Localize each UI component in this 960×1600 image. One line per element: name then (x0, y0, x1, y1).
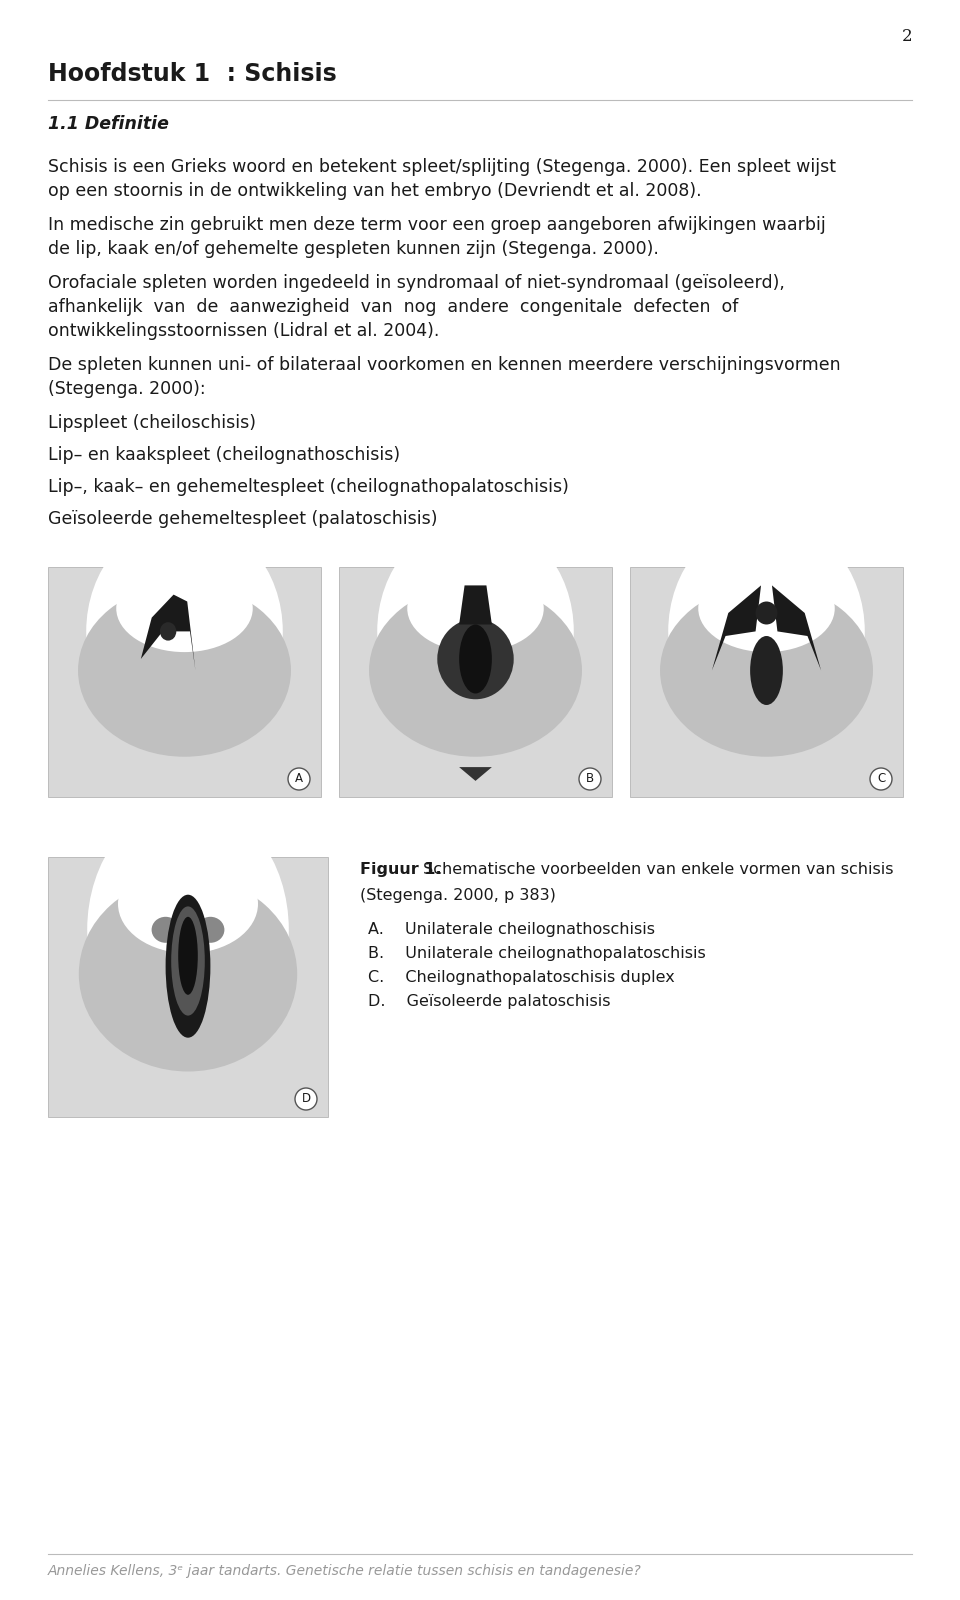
Bar (48, 858, 328, 1117)
Ellipse shape (437, 619, 514, 699)
Text: Schematische voorbeelden van enkele vormen van schisis: Schematische voorbeelden van enkele vorm… (418, 862, 894, 877)
Ellipse shape (660, 584, 873, 757)
Text: Orofaciale spleten worden ingedeeld in syndromaal of niet-syndromaal (geïsoleerd: Orofaciale spleten worden ingedeeld in s… (48, 274, 785, 291)
Ellipse shape (756, 602, 778, 624)
Ellipse shape (750, 635, 783, 706)
Text: Geïsoleerde gehemeltespleet (palatoschisis): Geïsoleerde gehemeltespleet (palatoschis… (48, 510, 438, 528)
Polygon shape (459, 586, 492, 624)
Text: Lip–, kaak– en gehemeltespleet (cheilognathopalatoschisis): Lip–, kaak– en gehemeltespleet (cheilogn… (48, 478, 569, 496)
Text: Schisis is een Grieks woord en betekent spleet/splijting (Stegenga. 2000). Een s: Schisis is een Grieks woord en betekent … (48, 158, 836, 176)
Text: de lip, kaak en/of gehemelte gespleten kunnen zijn (Stegenga. 2000).: de lip, kaak en/of gehemelte gespleten k… (48, 240, 659, 258)
Ellipse shape (698, 565, 835, 653)
Text: C.  Cheilognathopalatoschisis duplex: C. Cheilognathopalatoschisis duplex (368, 970, 675, 986)
Text: C: C (876, 773, 885, 786)
Text: Lip– en kaakspleet (cheilognathoschisis): Lip– en kaakspleet (cheilognathoschisis) (48, 446, 400, 464)
Text: Annelies Kellens, 3ᵉ jaar tandarts. Genetische relatie tussen schisis en tandage: Annelies Kellens, 3ᵉ jaar tandarts. Gene… (48, 1565, 641, 1578)
Text: Figuur 1.: Figuur 1. (360, 862, 442, 877)
Ellipse shape (116, 565, 252, 653)
Text: D.  Geïsoleerde palatoschisis: D. Geïsoleerde palatoschisis (368, 994, 611, 1010)
Text: In medische zin gebruikt men deze term voor een groep aangeboren afwijkingen waa: In medische zin gebruikt men deze term v… (48, 216, 826, 234)
Text: (Stegenga. 2000):: (Stegenga. 2000): (48, 379, 205, 398)
Text: Hoofdstuk 1  : Schisis: Hoofdstuk 1 : Schisis (48, 62, 337, 86)
Polygon shape (459, 766, 492, 781)
Text: op een stoornis in de ontwikkeling van het embryo (Devriendt et al. 2008).: op een stoornis in de ontwikkeling van h… (48, 182, 702, 200)
Polygon shape (712, 586, 761, 670)
Text: A: A (295, 773, 303, 786)
Text: ontwikkelingsstoornissen (Lidral et al. 2004).: ontwikkelingsstoornissen (Lidral et al. … (48, 322, 440, 341)
Ellipse shape (668, 517, 865, 746)
Polygon shape (141, 595, 196, 670)
Ellipse shape (160, 622, 177, 640)
Bar (339, 566, 612, 797)
Circle shape (288, 768, 310, 790)
Ellipse shape (377, 517, 574, 746)
Text: A.  Unilaterale cheilognathoschisis: A. Unilaterale cheilognathoschisis (368, 922, 655, 938)
Ellipse shape (130, 875, 247, 954)
Circle shape (579, 768, 601, 790)
Ellipse shape (369, 584, 582, 757)
Circle shape (295, 1088, 317, 1110)
Text: (Stegenga. 2000, p 383): (Stegenga. 2000, p 383) (360, 888, 556, 902)
Ellipse shape (171, 906, 204, 1016)
Text: B.  Unilaterale cheilognathopalatoschisis: B. Unilaterale cheilognathopalatoschisis (368, 946, 706, 962)
Bar (48, 566, 321, 797)
Ellipse shape (165, 894, 210, 1038)
Text: D: D (301, 1093, 311, 1106)
Ellipse shape (86, 517, 283, 746)
Text: Lipspleet (cheiloschisis): Lipspleet (cheiloschisis) (48, 414, 256, 432)
Bar (630, 566, 903, 797)
Ellipse shape (87, 802, 289, 1059)
Ellipse shape (118, 854, 258, 954)
Ellipse shape (197, 917, 225, 942)
Text: B: B (586, 773, 594, 786)
Circle shape (870, 768, 892, 790)
Ellipse shape (407, 565, 543, 653)
Ellipse shape (79, 877, 298, 1072)
Text: 1.1 Definitie: 1.1 Definitie (48, 115, 169, 133)
Ellipse shape (78, 584, 291, 757)
Text: 2: 2 (901, 27, 912, 45)
Polygon shape (772, 586, 821, 670)
Ellipse shape (459, 624, 492, 693)
Ellipse shape (152, 917, 180, 942)
Text: De spleten kunnen uni- of bilateraal voorkomen en kennen meerdere verschijningsv: De spleten kunnen uni- of bilateraal voo… (48, 357, 841, 374)
Text: afhankelijk  van  de  aanwezigheid  van  nog  andere  congenitale  defecten  of: afhankelijk van de aanwezigheid van nog … (48, 298, 738, 317)
Ellipse shape (179, 917, 198, 995)
